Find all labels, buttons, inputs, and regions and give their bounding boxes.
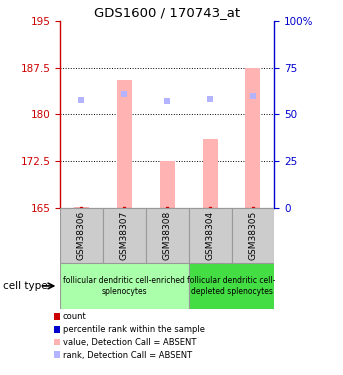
- Text: percentile rank within the sample: percentile rank within the sample: [63, 325, 205, 334]
- Text: cell type: cell type: [3, 281, 48, 291]
- Bar: [103, 208, 146, 262]
- Text: follicular dendritic cell-
depleted splenocytes: follicular dendritic cell- depleted sple…: [187, 276, 276, 296]
- Text: follicular dendritic cell-enriched
splenocytes: follicular dendritic cell-enriched splen…: [63, 276, 185, 296]
- Text: GSM38304: GSM38304: [205, 211, 215, 260]
- Bar: [246, 68, 260, 208]
- Bar: [54, 313, 60, 320]
- Bar: [60, 262, 189, 309]
- Bar: [74, 207, 89, 208]
- Bar: [189, 208, 232, 262]
- Bar: [54, 351, 60, 358]
- Text: GSM38308: GSM38308: [163, 211, 172, 260]
- Text: rank, Detection Call = ABSENT: rank, Detection Call = ABSENT: [63, 351, 192, 360]
- Text: count: count: [63, 312, 86, 321]
- Text: GSM38307: GSM38307: [120, 211, 129, 260]
- Bar: [54, 326, 60, 333]
- Bar: [232, 208, 274, 262]
- Bar: [189, 262, 274, 309]
- Text: GSM38306: GSM38306: [77, 211, 86, 260]
- Text: value, Detection Call = ABSENT: value, Detection Call = ABSENT: [63, 338, 196, 347]
- Title: GDS1600 / 170743_at: GDS1600 / 170743_at: [94, 6, 240, 20]
- Bar: [203, 140, 217, 208]
- Bar: [146, 208, 189, 262]
- Bar: [54, 339, 60, 345]
- Bar: [60, 208, 103, 262]
- Bar: [117, 80, 132, 208]
- Bar: [160, 161, 175, 208]
- Text: GSM38305: GSM38305: [248, 211, 258, 260]
